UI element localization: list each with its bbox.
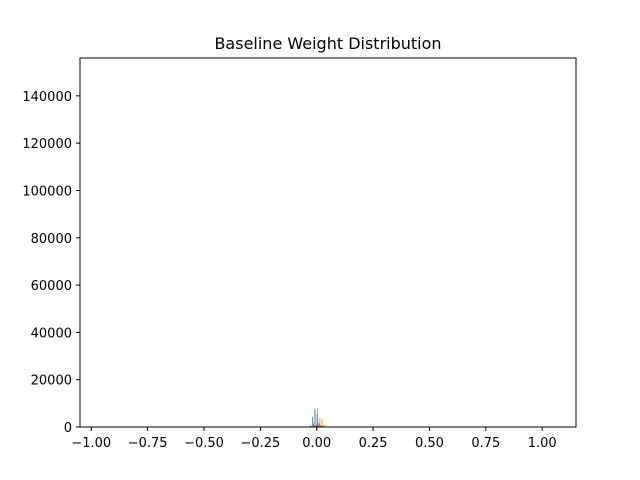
x-tick-label: 0.50	[415, 436, 444, 451]
x-tick-label: 0.25	[359, 436, 388, 451]
chart-title: Baseline Weight Distribution	[214, 34, 441, 53]
y-tick-label: 100000	[22, 184, 72, 199]
histogram-bar	[314, 408, 316, 427]
histogram-bar	[317, 422, 319, 427]
histogram-bar	[319, 418, 321, 427]
y-tick-label: 60000	[31, 279, 72, 294]
histogram-bar	[318, 423, 320, 427]
plot-frame	[79, 57, 577, 428]
y-axis: 0 20000 40000 60000 80000 100000 120000 140000	[22, 90, 80, 436]
x-tick-label: −0.50	[184, 436, 224, 451]
histogram-bar	[309, 425, 311, 427]
x-tick-label: −0.75	[128, 436, 168, 451]
histogram-bar	[316, 414, 318, 427]
x-tick-label: 0.75	[471, 436, 500, 451]
histogram-bar	[323, 424, 325, 427]
histogram-bar	[314, 425, 315, 427]
histogram-bar	[312, 417, 314, 427]
x-tick-label: −1.00	[71, 436, 111, 451]
x-axis: −1.00 −0.75 −0.50 −0.25 0.00 0.25 0.50 0.75 1.00	[71, 427, 557, 451]
y-tick-label: 0	[64, 421, 72, 436]
histogram-bar	[315, 424, 317, 427]
histogram-bar	[318, 425, 320, 427]
histogram-bar	[320, 425, 322, 427]
y-tick-label: 80000	[31, 232, 72, 247]
histogram-bar	[321, 418, 323, 427]
x-tick-label: 1.00	[528, 436, 557, 451]
histogram-bar	[317, 408, 318, 427]
histogram-bar	[313, 424, 314, 427]
x-tick-label: −0.25	[240, 436, 280, 451]
y-tick-label: 40000	[31, 326, 72, 341]
histogram-bar	[312, 421, 314, 427]
y-tick-label: 120000	[22, 137, 72, 152]
histogram-bars	[305, 408, 326, 428]
y-tick-label: 20000	[31, 374, 72, 389]
histogram-bar	[310, 425, 312, 427]
histogram-bar	[322, 425, 323, 427]
histogram-bar	[314, 411, 316, 428]
x-tick-label: 0.00	[302, 436, 331, 451]
y-tick-label: 140000	[22, 90, 72, 105]
